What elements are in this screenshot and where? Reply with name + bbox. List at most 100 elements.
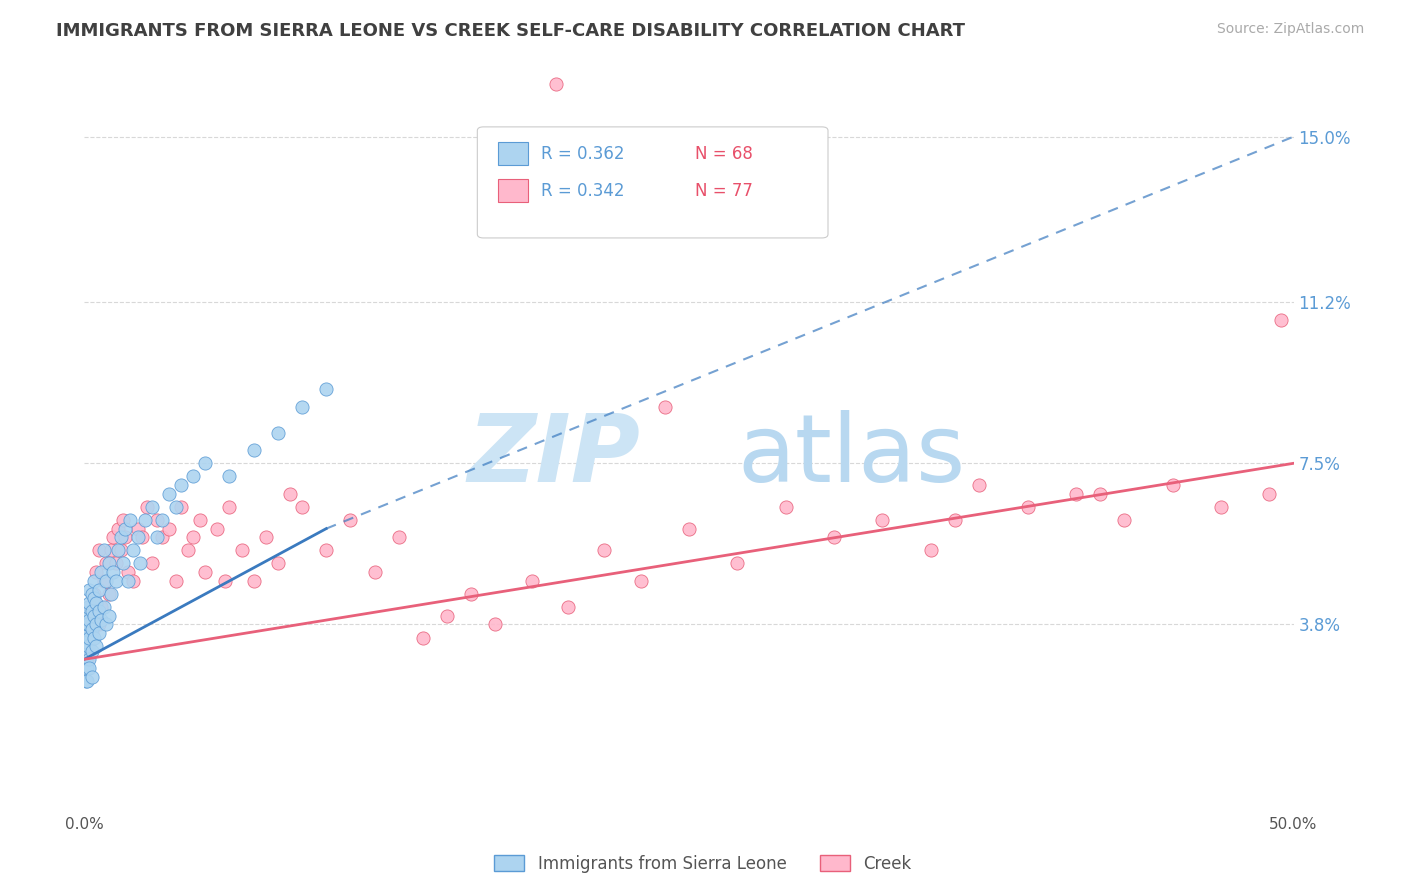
Point bbox=[146, 530, 169, 544]
Point bbox=[104, 574, 127, 588]
Point bbox=[80, 643, 103, 657]
Point bbox=[218, 469, 240, 483]
Point bbox=[80, 622, 103, 636]
Point bbox=[136, 500, 159, 514]
Point bbox=[520, 574, 543, 588]
Point bbox=[80, 670, 103, 684]
Point bbox=[150, 530, 173, 544]
Point bbox=[86, 565, 108, 579]
Point bbox=[97, 587, 120, 601]
Point bbox=[1161, 478, 1184, 492]
Point bbox=[339, 513, 361, 527]
Point bbox=[77, 661, 100, 675]
Point bbox=[87, 582, 110, 597]
Point bbox=[943, 513, 966, 527]
Point bbox=[94, 557, 117, 571]
Point bbox=[129, 557, 152, 571]
Point bbox=[87, 617, 110, 632]
Point bbox=[315, 543, 337, 558]
Point bbox=[83, 631, 105, 645]
Point bbox=[112, 557, 135, 571]
Point bbox=[242, 443, 264, 458]
Point bbox=[77, 600, 100, 615]
Point bbox=[967, 478, 990, 492]
Point bbox=[76, 617, 98, 632]
Point bbox=[77, 600, 100, 615]
Text: atlas: atlas bbox=[737, 410, 966, 502]
Point bbox=[97, 608, 120, 623]
Point bbox=[218, 500, 240, 514]
Point bbox=[83, 587, 105, 601]
Point bbox=[120, 513, 142, 527]
Point bbox=[93, 543, 115, 558]
Point bbox=[170, 478, 193, 492]
Point bbox=[114, 530, 136, 544]
Point bbox=[100, 587, 122, 601]
Point bbox=[593, 543, 616, 558]
Point bbox=[267, 425, 290, 440]
Text: ZIP: ZIP bbox=[468, 410, 641, 502]
Point bbox=[557, 600, 579, 615]
Point bbox=[87, 543, 110, 558]
Point bbox=[363, 565, 385, 579]
Point bbox=[1209, 500, 1232, 514]
Point bbox=[121, 574, 143, 588]
Point bbox=[157, 522, 180, 536]
Point bbox=[725, 557, 748, 571]
Legend: Immigrants from Sierra Leone, Creek: Immigrants from Sierra Leone, Creek bbox=[488, 848, 918, 880]
Point bbox=[315, 382, 337, 396]
Point bbox=[484, 617, 506, 632]
Point bbox=[127, 530, 149, 544]
Point bbox=[75, 631, 97, 645]
Point bbox=[920, 543, 942, 558]
Point bbox=[678, 522, 700, 536]
Point bbox=[121, 543, 143, 558]
Point bbox=[93, 600, 115, 615]
Point bbox=[80, 608, 103, 623]
Point bbox=[207, 522, 229, 536]
Point bbox=[141, 500, 163, 514]
Point bbox=[1064, 487, 1087, 501]
Point bbox=[76, 674, 98, 689]
Text: R = 0.342: R = 0.342 bbox=[541, 182, 624, 200]
Text: IMMIGRANTS FROM SIERRA LEONE VS CREEK SELF-CARE DISABILITY CORRELATION CHART: IMMIGRANTS FROM SIERRA LEONE VS CREEK SE… bbox=[56, 22, 966, 40]
Point bbox=[77, 631, 100, 645]
FancyBboxPatch shape bbox=[498, 178, 529, 202]
Point bbox=[76, 617, 98, 632]
Point bbox=[117, 565, 139, 579]
Point bbox=[90, 600, 112, 615]
Text: Source: ZipAtlas.com: Source: ZipAtlas.com bbox=[1216, 22, 1364, 37]
Point bbox=[83, 617, 105, 632]
Point bbox=[231, 543, 253, 558]
Point bbox=[76, 661, 98, 675]
Point bbox=[94, 574, 117, 588]
Point bbox=[165, 500, 187, 514]
Point bbox=[181, 469, 204, 483]
Point bbox=[146, 513, 169, 527]
Point bbox=[76, 635, 98, 649]
Point bbox=[103, 565, 125, 579]
Point bbox=[170, 500, 193, 514]
Point bbox=[104, 557, 127, 571]
Point bbox=[254, 530, 277, 544]
Point bbox=[100, 543, 122, 558]
Point bbox=[1114, 513, 1136, 527]
Point bbox=[75, 674, 97, 689]
Point bbox=[291, 500, 314, 514]
Point bbox=[83, 574, 105, 588]
Point bbox=[77, 613, 100, 627]
Point bbox=[80, 587, 103, 601]
Point bbox=[242, 574, 264, 588]
Point bbox=[544, 78, 567, 92]
Point bbox=[654, 400, 676, 414]
Point bbox=[77, 639, 100, 653]
Point bbox=[1270, 312, 1292, 326]
Point bbox=[291, 400, 314, 414]
Point bbox=[83, 591, 105, 606]
Point bbox=[150, 513, 173, 527]
Point bbox=[110, 543, 132, 558]
Point bbox=[278, 487, 301, 501]
Point bbox=[77, 617, 100, 632]
Point bbox=[630, 574, 652, 588]
Point bbox=[131, 530, 153, 544]
